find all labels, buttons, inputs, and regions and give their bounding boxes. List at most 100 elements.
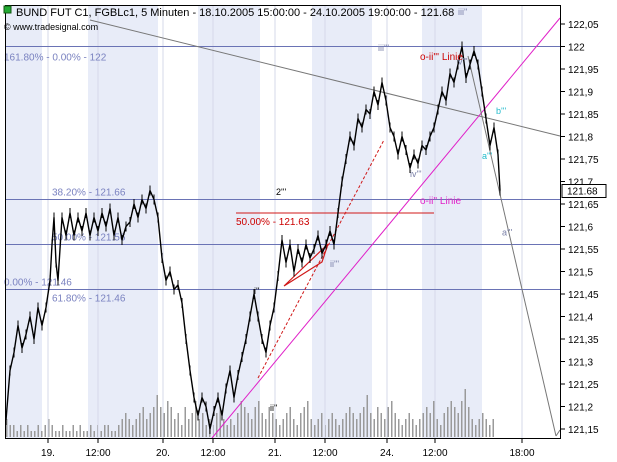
fib-label: 161.80% - 0.00% - 122 — [4, 53, 107, 64]
annotations: i'' ii'' 2''' ii''' iii''' iv''' iii'' v''' b'''… — [254, 7, 512, 413]
volume-bar — [121, 419, 123, 437]
x-tick-label: 12:00 — [422, 448, 447, 459]
wave-label: a''' — [482, 151, 492, 161]
y-tick-label: 121,9 — [568, 88, 593, 99]
volume-bar — [146, 419, 148, 437]
volume-bar — [48, 419, 50, 437]
volume-bar — [191, 413, 193, 437]
volume-bar — [13, 425, 15, 437]
wave-label: v''' — [458, 57, 468, 67]
volume-bar — [489, 425, 491, 437]
volume-bar — [377, 407, 379, 437]
volume-bar — [184, 407, 186, 437]
volume-bar — [454, 407, 456, 437]
volume-bar — [317, 419, 319, 437]
wave-label: iv''' — [410, 169, 422, 179]
y-tick-label: 121,6 — [568, 223, 593, 234]
volume-bar — [328, 419, 330, 437]
volume-bar — [135, 419, 137, 437]
volume-bar — [30, 431, 32, 437]
volume-bar — [160, 407, 162, 437]
volume-bar — [139, 413, 141, 437]
volume-bar — [457, 413, 459, 437]
y-tick-label: 121,95 — [568, 65, 599, 76]
volume-bar — [422, 413, 424, 437]
line-label: o-ii'' Linie — [420, 196, 461, 207]
volume-bar — [279, 425, 281, 437]
volume-bar — [202, 413, 204, 437]
x-tick-label: 18:00 — [509, 448, 534, 459]
volume-bar — [366, 395, 368, 437]
volume-bar — [261, 413, 263, 437]
volume-bar — [219, 407, 221, 437]
x-tick-label: 20. — [156, 448, 170, 459]
volume-bar — [359, 413, 361, 437]
y-tick-label: 121,45 — [568, 290, 599, 301]
volume-bar — [198, 419, 200, 437]
triangle-pattern — [283, 243, 329, 287]
fib-label: 38.20% - 121.66 — [52, 188, 126, 199]
volume-bar — [370, 413, 372, 437]
volume-bar — [391, 401, 393, 437]
x-tick-label: 12:00 — [85, 448, 110, 459]
session-bands — [6, 6, 482, 438]
y-tick-label: 121,8 — [568, 133, 593, 144]
volume-bar — [41, 431, 43, 437]
volume-bar — [443, 413, 445, 437]
volume-bar — [62, 425, 64, 437]
wave-label: b''' — [496, 106, 506, 116]
volume-bar — [69, 431, 71, 437]
volume-bar — [65, 431, 67, 437]
volume-bar — [461, 401, 463, 437]
volume-bar — [254, 407, 256, 437]
volume-bar — [363, 407, 365, 437]
y-tick-label: 121,75 — [568, 155, 599, 166]
volume-bar — [464, 389, 466, 437]
fib-label: 0.00% - 121.46 — [4, 278, 72, 289]
volume-bar — [111, 431, 113, 437]
volume-bar — [335, 419, 337, 437]
o-ii-linie-line — [211, 17, 561, 439]
volume-bar — [310, 419, 312, 437]
volume-bar — [174, 419, 176, 437]
volume-bar — [93, 431, 95, 437]
watermark: © www.tradesignal.com — [4, 22, 98, 32]
volume-bar — [27, 425, 29, 437]
wave-label: ii''' — [330, 259, 339, 269]
volume-bar — [167, 401, 169, 437]
y-tick-label: 121,15 — [568, 425, 599, 436]
y-tick-label: 121,5 — [568, 268, 593, 279]
projection-line — [467, 55, 557, 437]
volume-bar — [426, 407, 428, 437]
volume-bar — [384, 419, 386, 437]
projection-tip — [555, 429, 561, 437]
volume-bar — [156, 395, 158, 437]
volume-bar — [429, 413, 431, 437]
volume-bar — [237, 413, 239, 437]
y-tick-label: 122 — [568, 43, 585, 54]
session-band — [198, 6, 260, 438]
red-level-label: 50.00% - 121.63 — [236, 217, 310, 228]
volume-bar — [118, 425, 120, 437]
volume-bar — [90, 425, 92, 437]
plot-frame — [5, 5, 561, 439]
x-tick-label: 19. — [41, 448, 55, 459]
volume-bar — [37, 425, 39, 437]
fib-label: 61.80% - 121.46 — [52, 294, 126, 305]
y-tick-label: 121,4 — [568, 313, 593, 324]
volume-bar — [83, 431, 85, 437]
chart-title: BUND FUT C1, FGBLc1, 5 Minuten - 18.10.2… — [16, 7, 454, 19]
volume-bar — [223, 419, 225, 437]
y-tick-label: 122,05 — [568, 20, 599, 31]
wave-label: iii''' — [378, 43, 389, 53]
volume-bar — [450, 401, 452, 437]
volume-bar — [244, 407, 246, 437]
volume-bar — [394, 413, 396, 437]
x-tick-label: 12:00 — [312, 448, 337, 459]
volume-bar — [356, 419, 358, 437]
fib-label: 50.00% - 121.56 — [52, 233, 126, 244]
volume-bar — [177, 413, 179, 437]
volume-bar — [342, 419, 344, 437]
trend-lines — [89, 17, 561, 439]
volume-bar — [373, 419, 375, 437]
